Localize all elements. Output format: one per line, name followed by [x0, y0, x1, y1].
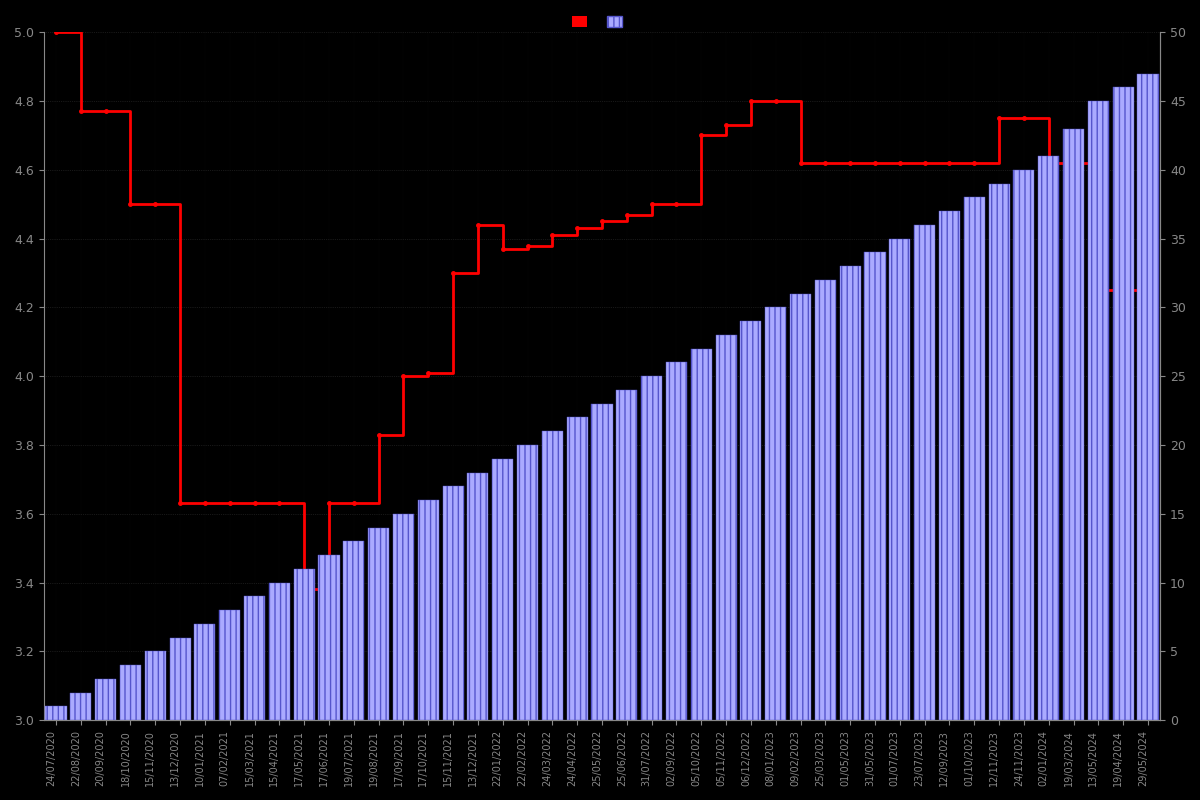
Bar: [938, 211, 960, 720]
Bar: [989, 184, 1009, 720]
Bar: [244, 596, 265, 720]
Bar: [542, 431, 563, 720]
Bar: [392, 514, 414, 720]
Bar: [641, 376, 662, 720]
Bar: [120, 665, 142, 720]
Bar: [1138, 74, 1158, 720]
Bar: [691, 349, 712, 720]
Bar: [169, 638, 191, 720]
Bar: [964, 198, 985, 720]
Bar: [145, 651, 166, 720]
Bar: [220, 610, 240, 720]
Bar: [1013, 170, 1034, 720]
Bar: [889, 238, 911, 720]
Bar: [815, 280, 836, 720]
Bar: [1038, 156, 1060, 720]
Bar: [418, 500, 439, 720]
Bar: [666, 362, 686, 720]
Bar: [46, 706, 66, 720]
Bar: [864, 252, 886, 720]
Legend: , : ,: [568, 11, 637, 34]
Bar: [840, 266, 860, 720]
Bar: [790, 294, 811, 720]
Bar: [617, 390, 637, 720]
Bar: [467, 473, 488, 720]
Bar: [269, 582, 290, 720]
Bar: [368, 527, 389, 720]
Bar: [740, 321, 762, 720]
Bar: [1063, 129, 1084, 720]
Bar: [715, 335, 737, 720]
Bar: [766, 307, 786, 720]
Bar: [517, 445, 538, 720]
Bar: [1112, 87, 1134, 720]
Bar: [914, 225, 935, 720]
Bar: [95, 679, 116, 720]
Bar: [318, 555, 340, 720]
Bar: [343, 542, 365, 720]
Bar: [294, 569, 314, 720]
Bar: [1087, 101, 1109, 720]
Bar: [443, 486, 463, 720]
Bar: [592, 404, 612, 720]
Bar: [194, 624, 216, 720]
Bar: [566, 418, 588, 720]
Bar: [492, 458, 514, 720]
Bar: [71, 693, 91, 720]
